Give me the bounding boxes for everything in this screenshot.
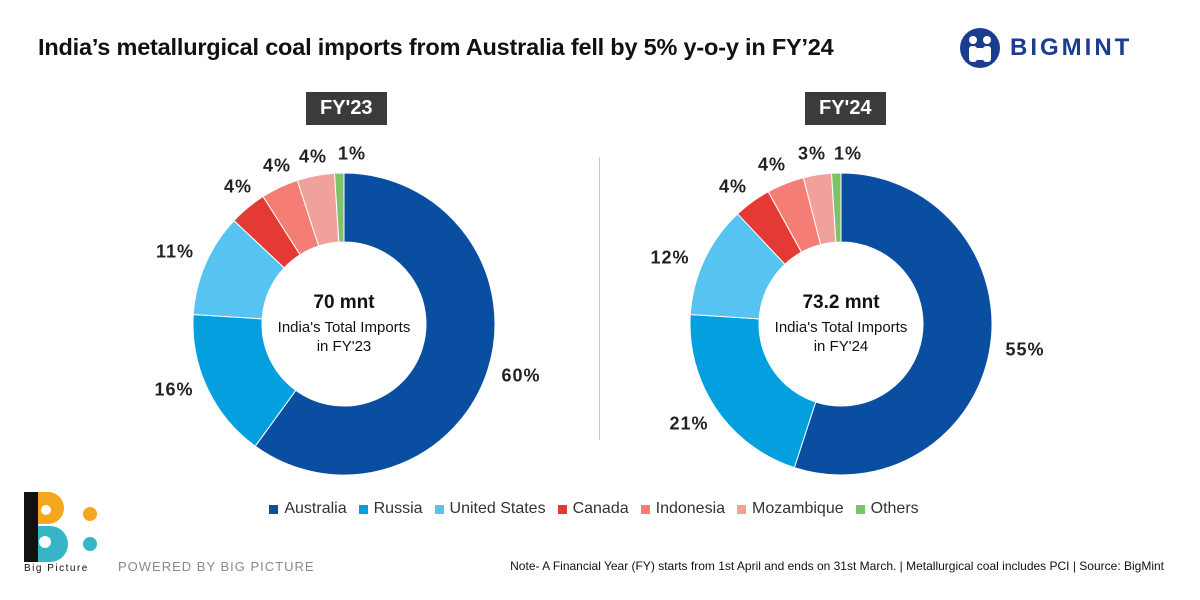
fy23-period-label: FY'23 (306, 92, 387, 125)
fy24-total-value: 73.2 mnt (802, 292, 880, 313)
legend-label-mozambique: Mozambique (752, 500, 844, 517)
legend-item-australia: Australia (269, 500, 347, 518)
legend-label-russia: Russia (373, 500, 423, 517)
legend-swatch-mozambique (737, 504, 747, 514)
fy23-label-indonesia: 4% (262, 155, 292, 176)
fy24-donut-chart (689, 172, 993, 476)
fy24-slice-russia (689, 313, 817, 469)
legend-swatch-united-states (434, 504, 444, 514)
fy23-total-period: in FY'23 (316, 338, 372, 355)
legend-swatch-russia (358, 504, 368, 514)
legend-swatch-indonesia (640, 504, 650, 514)
fy24-label-russia: 21% (669, 413, 709, 434)
legend-swatch-others (855, 504, 865, 514)
legend-item-canada: Canada (557, 500, 629, 518)
fy23-center-label: 70 mnt India's Total Imports in FY'23 (254, 292, 434, 356)
fy23-label-united-states: 11% (155, 241, 195, 262)
fy23-total-value: 70 mnt (313, 292, 375, 313)
fy24-label-australia: 55% (1005, 339, 1045, 360)
source-note: Note- A Financial Year (FY) starts from … (510, 559, 1164, 573)
fy24-label-united-states: 12% (650, 247, 690, 268)
big-picture-logo-text: Big Picture (24, 563, 89, 574)
fy23-total-caption: India's Total Imports (277, 319, 411, 336)
legend-label-others: Others (870, 500, 919, 517)
legend-swatch-australia (269, 504, 279, 514)
fy23-label-russia: 16% (154, 379, 194, 400)
bigmint-logo: BIGMINT (958, 26, 1158, 70)
fy23-label-mozambique: 4% (298, 146, 328, 167)
bigmint-emblem-icon (960, 28, 1000, 68)
fy24-slice-others (830, 172, 842, 243)
powered-by-text: POWERED BY BIG PICTURE (118, 559, 315, 574)
legend-item-others: Others (855, 500, 919, 518)
legend-item-indonesia: Indonesia (640, 500, 726, 518)
legend-item-united-states: United States (434, 500, 546, 518)
fy23-label-canada: 4% (223, 176, 253, 197)
legend-item-mozambique: Mozambique (737, 500, 844, 518)
legend-item-russia: Russia (358, 500, 423, 518)
chart-legend: Australia Russia United States Canada In… (0, 500, 1200, 518)
fy23-label-others: 1% (337, 143, 367, 164)
legend-label-indonesia: Indonesia (655, 500, 726, 517)
fy24-label-indonesia: 4% (757, 154, 787, 175)
legend-label-united-states: United States (449, 500, 546, 517)
fy24-period-label: FY'24 (805, 92, 886, 125)
big-picture-logo-icon (24, 492, 97, 562)
fy24-total-caption: India's Total Imports (774, 319, 908, 336)
fy24-total-period: in FY'24 (813, 338, 869, 355)
fy24-label-canada: 4% (718, 176, 748, 197)
chart-title: India’s metallurgical coal imports from … (38, 34, 834, 60)
fy23-donut-chart (192, 172, 496, 476)
fy23-slice-others (333, 172, 345, 243)
fy24-center-label: 73.2 mnt India's Total Imports in FY'24 (751, 292, 931, 356)
fy24-label-mozambique: 3% (797, 143, 827, 164)
legend-label-canada: Canada (572, 500, 629, 517)
bigmint-wordmark: BIGMINT (1010, 34, 1133, 61)
legend-swatch-canada (557, 504, 567, 514)
chart-divider (599, 157, 600, 440)
legend-label-australia: Australia (284, 500, 347, 517)
fy23-label-australia: 60% (501, 365, 541, 386)
fy24-slice-australia (793, 172, 993, 476)
fy23-slice-australia (254, 172, 496, 476)
fy24-label-others: 1% (833, 143, 863, 164)
